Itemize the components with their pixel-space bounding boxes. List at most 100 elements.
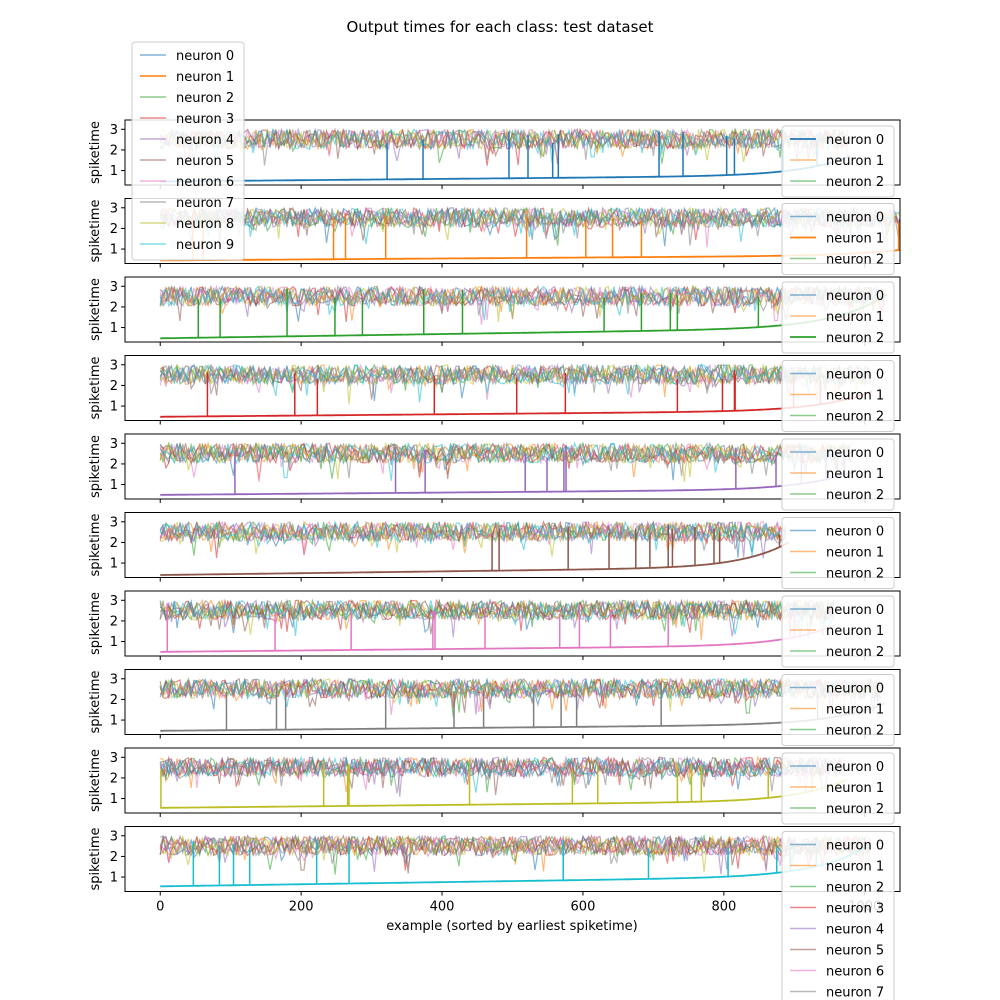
y-tick-label: 1 — [110, 478, 118, 493]
legend-label: neuron 1 — [826, 310, 884, 325]
axes-frame — [124, 826, 901, 892]
legend-label: neuron 0 — [826, 682, 884, 697]
axes-frame — [124, 355, 901, 421]
legend-label: neuron 4 — [176, 133, 234, 148]
x-tick-label: 200 — [289, 900, 314, 915]
axes-frame — [124, 433, 901, 500]
y-tick-label: 3 — [110, 594, 118, 609]
legend-label: neuron 1 — [826, 546, 884, 561]
legend-class-4: neuron 0 neuron 1 neuron 2 — [781, 438, 895, 511]
legend-label: neuron 0 — [826, 446, 884, 461]
x-axis-label: example (sorted by earliest spiketime) — [386, 919, 637, 934]
legend-frame — [781, 281, 895, 354]
y-axis-label: spiketime — [88, 121, 103, 184]
legend-class-5: neuron 0 neuron 1 neuron 2 — [781, 517, 895, 589]
legend-label: neuron 0 — [826, 525, 884, 540]
series-earliest-class-0 — [160, 155, 852, 183]
legend-label: neuron 0 — [176, 49, 234, 64]
series-neuron-9-class-2 — [159, 285, 886, 321]
y-tick-label: 2 — [110, 771, 118, 786]
legend-label: neuron 6 — [826, 965, 884, 980]
y-axis-label: spiketime — [88, 749, 103, 812]
legend-frame — [781, 360, 895, 432]
legend-label: neuron 1 — [826, 781, 884, 796]
legend-class-7: neuron 0 neuron 1 neuron 2 — [781, 674, 895, 746]
legend-label: neuron 1 — [826, 389, 884, 404]
panel-class-0: 1 2 3 spiketime neuron 0 neuron 1 neuron 2 — [88, 119, 901, 198]
panel-class-1: 1 2 3 spiketime neuron 0 neuron 1 neuron 2 — [88, 198, 901, 275]
y-tick-label: 3 — [110, 751, 118, 766]
legend-frame — [781, 517, 895, 589]
series-earliest-class-2 — [160, 293, 888, 340]
legend-label: neuron 2 — [826, 724, 884, 739]
panel-class-2: 1 2 3 spiketime neuron 0 neuron 1 neuron 2 — [88, 276, 901, 354]
legend-label: neuron 0 — [826, 839, 884, 854]
y-tick-label: 2 — [110, 693, 118, 708]
legend-class-1: neuron 0 neuron 1 neuron 2 — [781, 203, 895, 275]
series-neuron-9-class-5 — [159, 520, 787, 557]
x-tick-label: 400 — [430, 900, 455, 915]
axes-frame — [124, 590, 901, 657]
series-earliest-class-5 — [160, 541, 790, 576]
legend-frame — [781, 125, 895, 198]
panel-class-5: 1 2 3 spiketime neuron 0 neuron 1 neuron 2 — [88, 512, 901, 589]
series-earliest-class-8 — [160, 779, 847, 809]
axes-frame — [124, 747, 901, 814]
panel-class-4: 1 2 3 spiketime neuron 0 neuron 1 neuron 2 — [88, 433, 901, 511]
series-earliest-class-9 — [160, 843, 871, 888]
legend-label: neuron 8 — [176, 217, 234, 232]
legend-class-0: neuron 0 neuron 1 neuron 2 — [781, 125, 895, 198]
legend-label: neuron 1 — [826, 624, 884, 639]
y-tick-label: 2 — [110, 300, 118, 315]
y-tick-label: 3 — [110, 515, 118, 530]
figure-title: Output times for each class: test datase… — [346, 18, 653, 36]
legend-label: neuron 3 — [826, 902, 884, 917]
y-tick-label: 2 — [110, 379, 118, 394]
x-tick-label: 600 — [571, 900, 596, 915]
panel-class-3: 1 2 3 spiketime neuron 0 neuron 1 neuron 2 — [88, 355, 901, 432]
x-tick-label: 0 — [156, 900, 164, 915]
y-tick-label: 1 — [110, 714, 118, 729]
legend-label: neuron 1 — [826, 154, 884, 169]
legend-label: neuron 0 — [826, 133, 884, 148]
overlay-legends: neuron 0 neuron 1 neuron 2 neuron 3 neuron 4… — [131, 41, 895, 1000]
axes-frame — [124, 119, 901, 186]
y-axis-label: spiketime — [88, 513, 103, 576]
y-tick-label: 2 — [110, 143, 118, 158]
y-axis-label: spiketime — [88, 435, 103, 498]
legend-label: neuron 2 — [826, 881, 884, 896]
y-tick-label: 2 — [110, 614, 118, 629]
series-neuron-8-class-2 — [159, 285, 886, 323]
legend-frame — [781, 203, 895, 275]
y-tick-label: 1 — [110, 635, 118, 650]
y-axis-label: spiketime — [88, 670, 103, 733]
legend-class-9: neuron 0 neuron 1 neuron 2 neuron 3 neuron 4… — [781, 831, 895, 1000]
legend-label: neuron 0 — [826, 368, 884, 383]
series-neuron-8-class-3 — [160, 362, 871, 405]
y-tick-label: 3 — [110, 123, 118, 138]
panel-class-6: 1 2 3 spiketime neuron 0 neuron 1 neuron 2 — [88, 590, 901, 668]
series-earliest-class-4 — [160, 471, 853, 496]
legend-label: neuron 1 — [826, 232, 884, 247]
legend-frame — [781, 752, 895, 825]
legend-label: neuron 6 — [176, 175, 234, 190]
series-neuron-7-class-8 — [159, 755, 846, 794]
y-tick-label: 3 — [110, 437, 118, 452]
axes-frame — [124, 669, 901, 735]
series-neuron-9-class-6 — [159, 599, 835, 640]
y-tick-label: 2 — [110, 222, 118, 237]
legend-label: neuron 5 — [176, 154, 234, 169]
legend-frame — [781, 831, 895, 1000]
series-neuron-9-class-3 — [159, 363, 871, 403]
y-tick-label: 1 — [110, 243, 118, 258]
panel-class-8: 1 2 3 spiketime neuron 0 neuron 1 neuron 2 — [88, 747, 901, 825]
y-axis-label: spiketime — [88, 356, 103, 419]
y-tick-label: 1 — [110, 164, 118, 179]
series-neuron-8-class-9 — [159, 834, 871, 872]
legend-label: neuron 1 — [176, 70, 234, 85]
legend-label: neuron 0 — [826, 289, 884, 304]
legend-label: neuron 2 — [826, 802, 884, 817]
series-neuron-9-class-0 — [159, 127, 849, 163]
legend-frame — [781, 595, 895, 668]
